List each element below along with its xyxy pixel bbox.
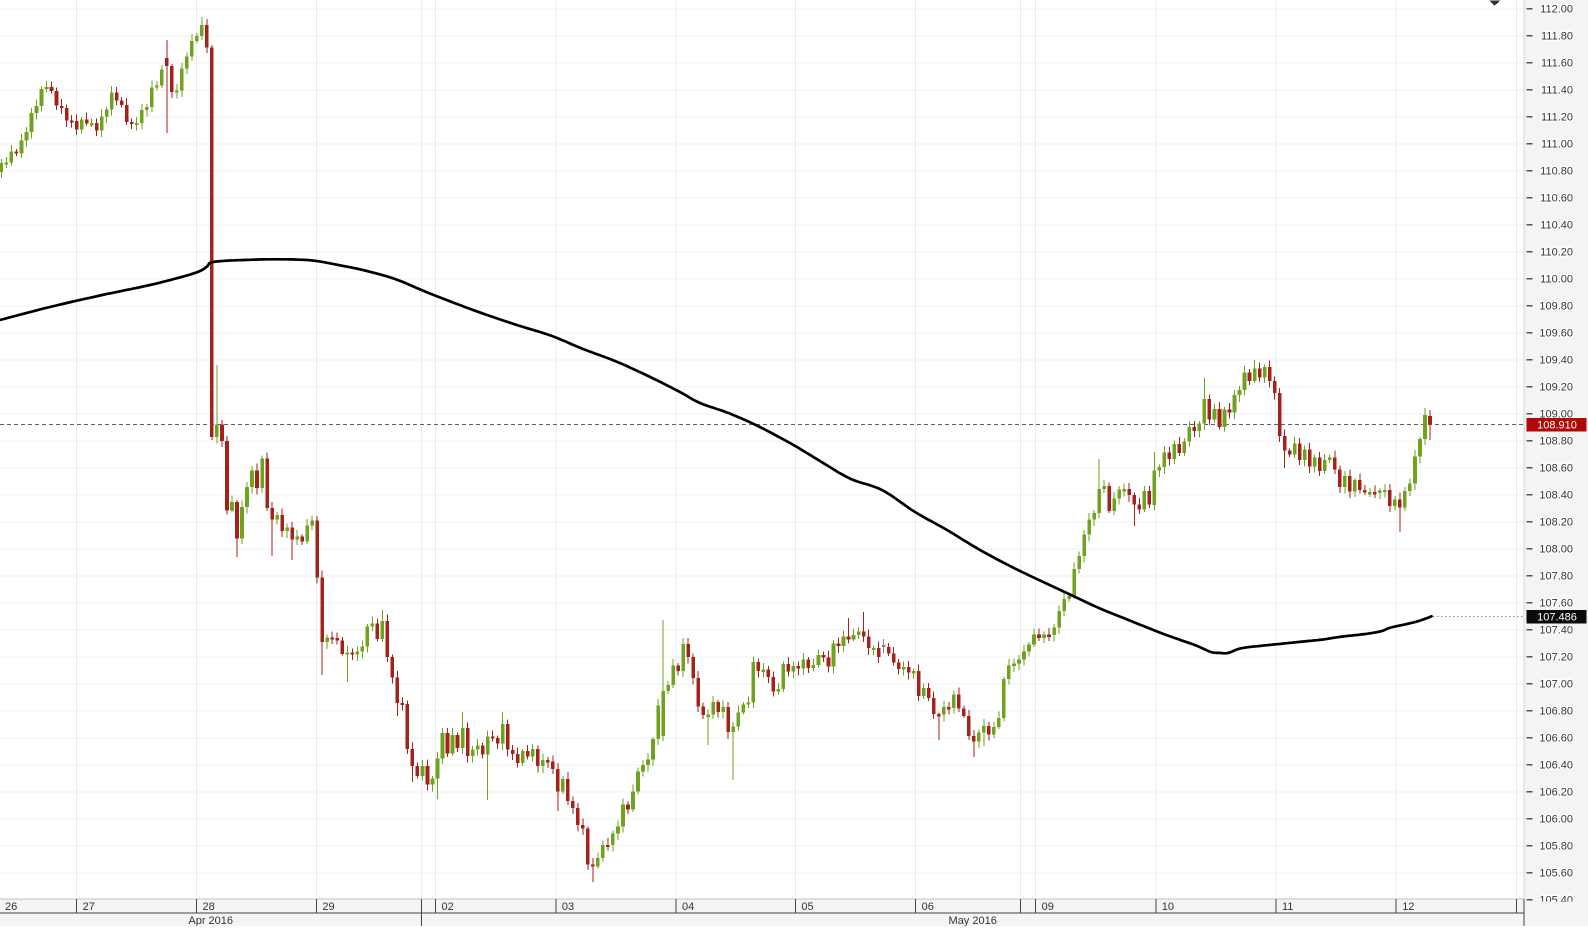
- svg-text:106.60: 106.60: [1539, 732, 1573, 744]
- svg-text:02: 02: [442, 901, 454, 913]
- svg-text:105.60: 105.60: [1539, 867, 1573, 879]
- svg-text:28: 28: [203, 901, 215, 913]
- svg-text:111.80: 111.80: [1541, 30, 1573, 42]
- svg-text:106.00: 106.00: [1539, 813, 1573, 825]
- svg-text:110.20: 110.20: [1540, 246, 1573, 258]
- svg-text:108.60: 108.60: [1539, 462, 1573, 474]
- svg-text:111.60: 111.60: [1541, 57, 1573, 69]
- svg-text:03: 03: [562, 901, 574, 913]
- svg-text:107.486: 107.486: [1537, 611, 1577, 623]
- svg-text:04: 04: [682, 901, 694, 913]
- svg-text:108.20: 108.20: [1539, 516, 1573, 528]
- svg-text:106.40: 106.40: [1539, 759, 1573, 771]
- svg-text:108.00: 108.00: [1539, 543, 1573, 555]
- svg-text:107.40: 107.40: [1539, 624, 1573, 636]
- svg-text:108.910: 108.910: [1537, 420, 1577, 432]
- svg-text:29: 29: [322, 901, 334, 913]
- svg-text:107.60: 107.60: [1539, 597, 1573, 609]
- svg-text:109.00: 109.00: [1539, 408, 1573, 420]
- svg-text:107.80: 107.80: [1539, 570, 1573, 582]
- svg-text:108.40: 108.40: [1539, 489, 1573, 501]
- svg-text:111.00: 111.00: [1541, 138, 1573, 150]
- svg-text:106.20: 106.20: [1539, 786, 1573, 798]
- svg-text:109.20: 109.20: [1539, 381, 1573, 393]
- svg-text:111.40: 111.40: [1541, 84, 1573, 96]
- svg-text:108.80: 108.80: [1539, 435, 1573, 447]
- svg-text:09: 09: [1042, 901, 1054, 913]
- svg-text:105.40: 105.40: [1539, 894, 1573, 906]
- svg-text:112.00: 112.00: [1540, 3, 1573, 15]
- svg-text:27: 27: [83, 901, 95, 913]
- svg-text:11: 11: [1282, 901, 1293, 913]
- svg-text:May 2016: May 2016: [949, 915, 997, 926]
- svg-text:110.00: 110.00: [1540, 273, 1573, 285]
- svg-text:10: 10: [1162, 901, 1174, 913]
- svg-text:105.80: 105.80: [1539, 840, 1573, 852]
- svg-text:111.20: 111.20: [1541, 111, 1573, 123]
- svg-text:12: 12: [1402, 901, 1414, 913]
- svg-text:05: 05: [801, 901, 813, 913]
- svg-text:107.20: 107.20: [1539, 651, 1573, 663]
- svg-text:106.80: 106.80: [1539, 705, 1573, 717]
- svg-text:109.60: 109.60: [1539, 327, 1573, 339]
- svg-text:110.80: 110.80: [1540, 165, 1573, 177]
- svg-text:06: 06: [922, 901, 934, 913]
- svg-text:109.80: 109.80: [1539, 300, 1573, 312]
- svg-text:Apr 2016: Apr 2016: [188, 915, 233, 926]
- svg-text:109.40: 109.40: [1539, 354, 1573, 366]
- svg-text:26: 26: [5, 901, 17, 913]
- svg-text:110.40: 110.40: [1540, 219, 1573, 231]
- svg-text:110.60: 110.60: [1540, 192, 1573, 204]
- svg-text:107.00: 107.00: [1539, 678, 1573, 690]
